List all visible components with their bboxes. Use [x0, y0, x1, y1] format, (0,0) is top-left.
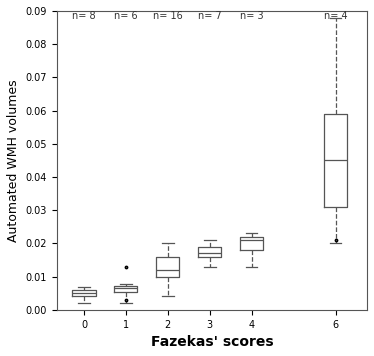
X-axis label: Fazekas' scores: Fazekas' scores: [151, 335, 273, 349]
Y-axis label: Automated WMH volumes: Automated WMH volumes: [7, 79, 20, 242]
Text: n= 6: n= 6: [114, 11, 138, 21]
Text: n= 16: n= 16: [153, 11, 183, 21]
Text: n= 8: n= 8: [72, 11, 96, 21]
Text: n= 7: n= 7: [198, 11, 222, 21]
Text: n= 3: n= 3: [240, 11, 264, 21]
Text: n= 4: n= 4: [324, 11, 347, 21]
